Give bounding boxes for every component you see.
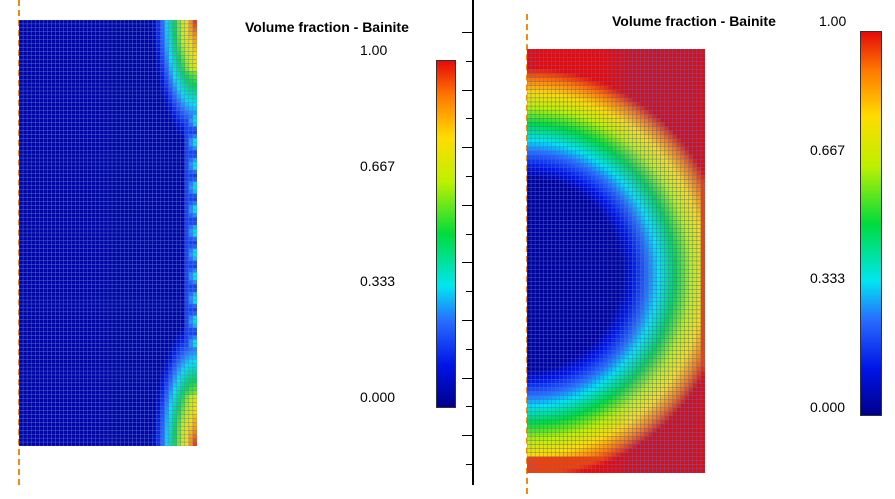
panel-divider (472, 0, 474, 485)
colorbar-left (436, 60, 456, 408)
colorbar-right (860, 31, 882, 416)
divider-tick (462, 262, 474, 264)
legend-tick-667-right: 0.667 (810, 142, 846, 158)
legend-tick-667-left: 0.667 (360, 158, 396, 174)
divider-tick (462, 147, 474, 149)
divider-tick (466, 233, 472, 235)
legend-title-left: Volume fraction - Bainite (245, 19, 409, 35)
mesh-cells (19, 20, 197, 446)
divider-tick (466, 118, 472, 120)
divider-tick (462, 320, 474, 321)
divider-tick (462, 435, 474, 437)
divider-tick (466, 291, 472, 293)
colorbar-gradient (437, 61, 455, 407)
divider-tick (466, 348, 472, 350)
legend-tick-min-right: 0.000 (810, 399, 846, 415)
divider-tick (462, 89, 474, 91)
legend-tick-max-right: 1.00 (819, 13, 847, 29)
legend-tick-333-left: 0.333 (360, 273, 396, 289)
legend-title-right: Volume fraction - Bainite (612, 13, 776, 29)
divider-tick (466, 406, 472, 408)
legend-tick-max-left: 1.00 (360, 42, 388, 58)
divider-tick (466, 464, 472, 465)
mesh-contour-left (19, 20, 197, 446)
divider-tick (466, 60, 472, 62)
legend-tick-333-right: 0.333 (810, 270, 846, 286)
left-figure-panel: Volume fraction - Bainite 1.00 0.667 0.3… (18, 0, 456, 485)
colorbar-gradient (861, 32, 881, 415)
divider-tick (466, 176, 472, 177)
divider-tick (462, 204, 474, 206)
mesh-cells (527, 49, 705, 473)
legend-tick-min-left: 0.000 (360, 389, 396, 405)
divider-tick (462, 377, 474, 379)
divider-tick (462, 32, 474, 33)
mesh-contour-right (527, 49, 705, 473)
right-figure-panel: Volume fraction - Bainite 1.00 0.667 0.3… (476, 0, 895, 499)
